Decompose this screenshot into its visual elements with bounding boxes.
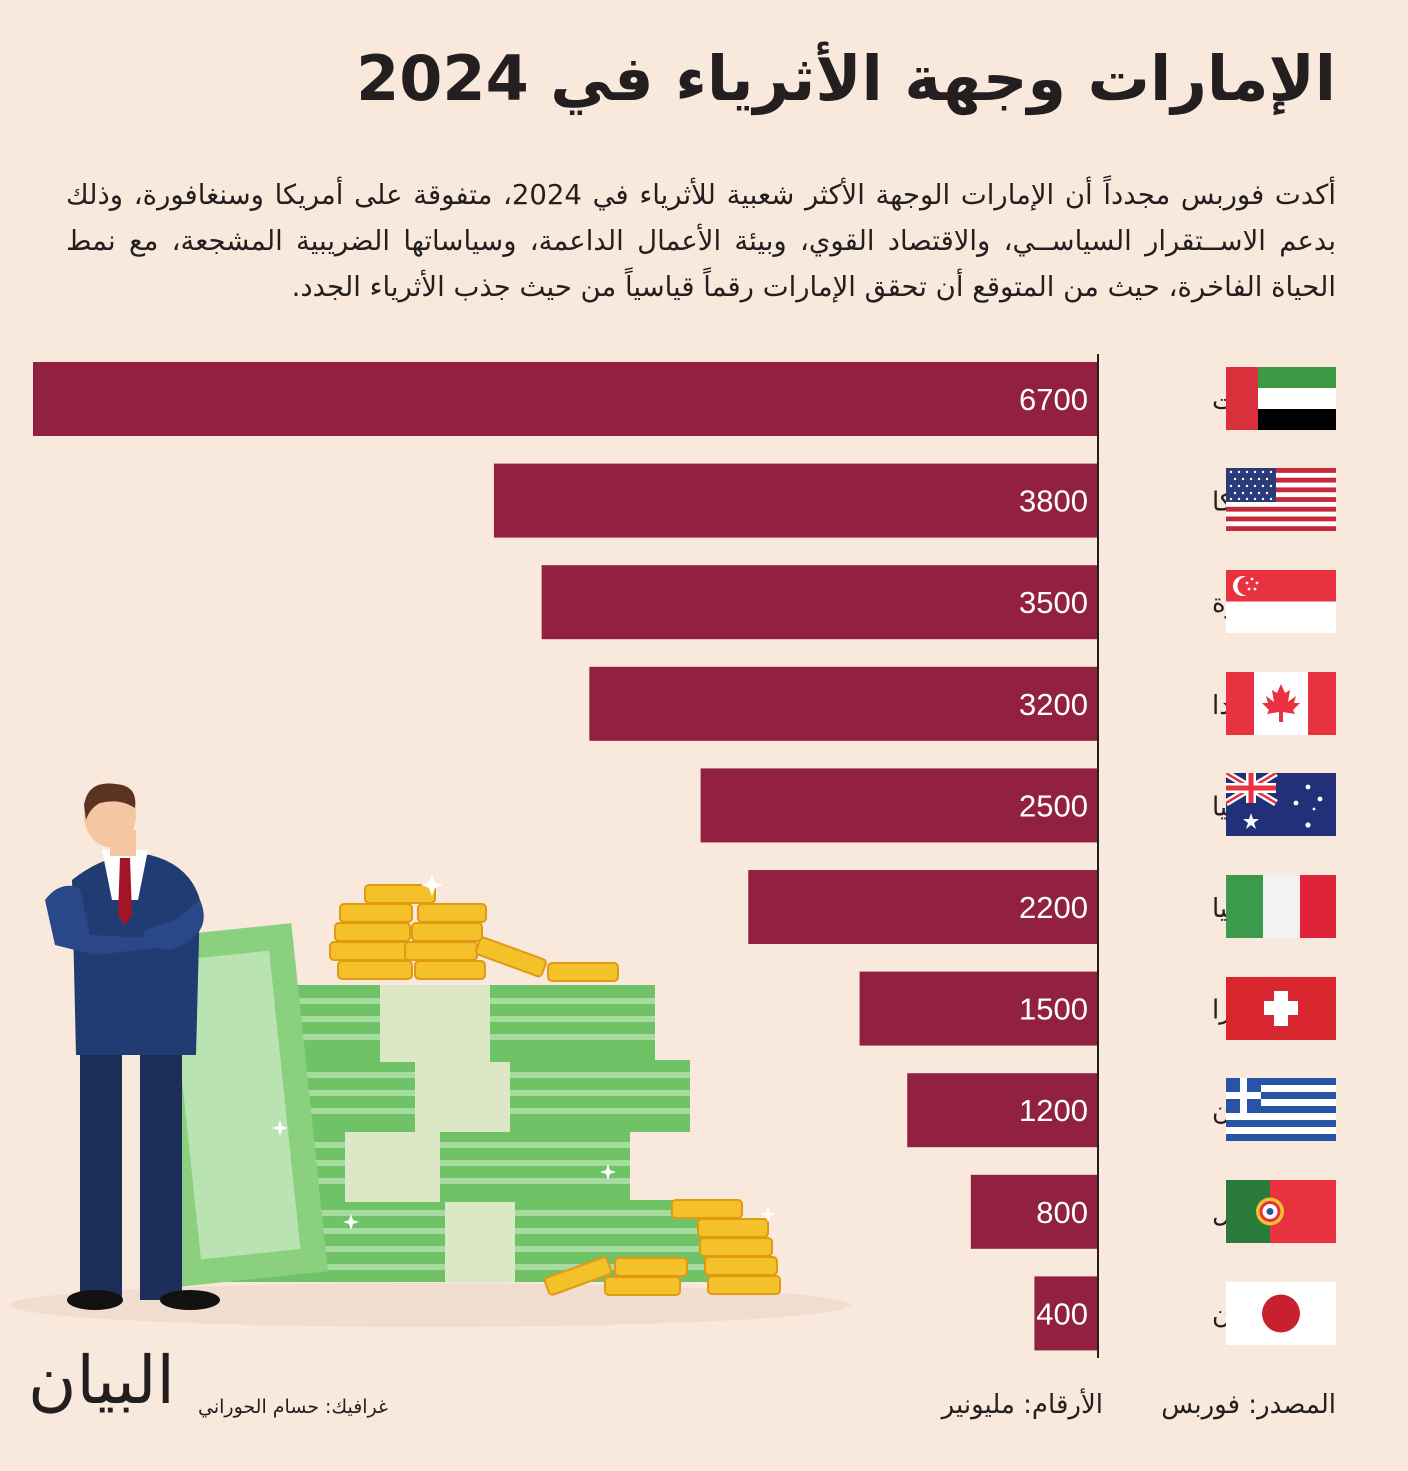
switzerland-flag-icon [1226,977,1336,1040]
albayan-logo: البيان [28,1342,175,1419]
bar-4 [700,768,1098,843]
bar-0 [33,362,1098,436]
bar-value-label: 6700 [1019,382,1088,417]
bar-value-label: 3500 [1019,585,1088,620]
usa-flag-icon [1226,468,1336,531]
bar-value-label: 1200 [1019,1093,1088,1128]
bar-5 [748,870,1098,944]
bar-3 [589,666,1098,741]
graphic-credit: غرافيك: حسام الحوراني [198,1396,388,1418]
bar-value-label: 2500 [1019,788,1088,823]
businessman-with-money-icon [10,783,850,1327]
bar-value-label: 800 [1036,1195,1088,1230]
bar-6 [859,971,1098,1046]
portugal-flag-icon [1226,1180,1336,1243]
australia-flag-icon [1226,773,1336,836]
bar-8 [970,1174,1098,1249]
greece-flag-icon [1226,1078,1336,1141]
intro-paragraph: أكدت فوربس مجدداً أن الإمارات الوجهة الأ… [66,179,1336,303]
source-label: المصدر: فوربس [1161,1390,1336,1420]
italy-flag-icon [1226,875,1336,938]
bar-9 [1034,1276,1098,1351]
singapore-flag-icon [1226,570,1336,633]
bar-value-label: 2200 [1019,890,1088,925]
bar-value-label: 3200 [1019,687,1088,722]
japan-flag-icon [1226,1282,1336,1345]
page-title: الإمارات وجهة الأثرياء في 2024 [356,42,1336,115]
canada-flag-icon [1226,672,1336,735]
units-label: الأرقام: مليونير [941,1390,1103,1420]
bar-2 [541,565,1098,640]
bar-value-label: 3800 [1019,484,1088,519]
bar-7 [907,1073,1098,1148]
bar-value-label: 1500 [1019,992,1088,1027]
bar-value-label: 400 [1036,1296,1088,1331]
uae-flag-icon [1226,367,1336,430]
bar-1 [493,463,1098,538]
